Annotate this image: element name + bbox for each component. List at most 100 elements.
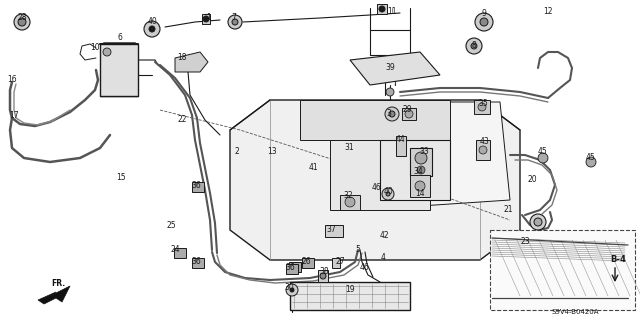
Bar: [410, 148, 432, 176]
Text: 30: 30: [284, 284, 294, 293]
Text: 9: 9: [481, 10, 486, 19]
Text: 7: 7: [232, 13, 236, 23]
Bar: [396, 136, 406, 156]
Bar: [325, 225, 343, 237]
Text: 45: 45: [586, 153, 596, 162]
Circle shape: [405, 110, 413, 118]
Bar: [318, 270, 328, 282]
Bar: [192, 258, 204, 268]
Text: 29: 29: [402, 106, 412, 115]
Text: 37: 37: [326, 226, 336, 234]
Text: 24: 24: [170, 246, 180, 255]
Text: 26: 26: [301, 257, 311, 266]
Text: 36: 36: [191, 181, 201, 189]
Polygon shape: [350, 52, 440, 85]
Text: 22: 22: [177, 115, 187, 124]
Text: 31: 31: [344, 144, 354, 152]
Circle shape: [345, 197, 355, 207]
Text: 11: 11: [387, 8, 397, 17]
Text: 10: 10: [90, 43, 100, 53]
Circle shape: [385, 107, 399, 121]
Polygon shape: [300, 100, 450, 140]
Bar: [377, 4, 387, 14]
Circle shape: [480, 18, 488, 26]
Text: 46: 46: [360, 263, 370, 272]
Text: 4: 4: [381, 254, 385, 263]
Text: 41: 41: [308, 164, 318, 173]
Bar: [402, 108, 416, 120]
Bar: [289, 262, 301, 272]
Bar: [302, 258, 314, 268]
Text: 6: 6: [118, 33, 122, 42]
Text: 14: 14: [415, 189, 425, 198]
Text: 38: 38: [319, 268, 329, 277]
Circle shape: [479, 146, 487, 154]
Text: 12: 12: [543, 6, 553, 16]
Circle shape: [320, 273, 326, 279]
Bar: [174, 248, 186, 258]
Text: 28: 28: [17, 13, 27, 23]
Text: 40: 40: [383, 188, 393, 197]
Bar: [100, 44, 138, 96]
Bar: [474, 100, 490, 114]
Text: 32: 32: [343, 190, 353, 199]
Circle shape: [228, 15, 242, 29]
Circle shape: [103, 48, 111, 56]
Circle shape: [471, 43, 477, 49]
Text: 1: 1: [207, 13, 211, 23]
Circle shape: [417, 166, 425, 174]
Bar: [490, 230, 635, 310]
Text: 43: 43: [479, 137, 489, 146]
Text: 23: 23: [520, 238, 530, 247]
Circle shape: [149, 26, 155, 32]
Text: 18: 18: [177, 54, 187, 63]
Bar: [286, 264, 298, 274]
Text: 39: 39: [385, 63, 395, 72]
Text: 5: 5: [356, 246, 360, 255]
Circle shape: [14, 14, 30, 30]
Text: 35: 35: [478, 100, 488, 108]
Text: 33: 33: [419, 147, 429, 157]
Bar: [330, 140, 430, 210]
Text: 27: 27: [335, 257, 345, 266]
Bar: [290, 282, 410, 310]
Circle shape: [379, 6, 385, 12]
Bar: [410, 175, 430, 197]
Text: 44: 44: [395, 136, 405, 145]
Circle shape: [286, 284, 298, 296]
Circle shape: [232, 19, 238, 25]
Circle shape: [538, 153, 548, 163]
Bar: [202, 14, 210, 24]
Polygon shape: [360, 102, 510, 210]
Polygon shape: [175, 52, 208, 72]
Circle shape: [382, 188, 394, 200]
Text: 3: 3: [387, 109, 392, 118]
Text: 2: 2: [235, 147, 239, 157]
Bar: [476, 140, 490, 160]
Circle shape: [478, 103, 486, 111]
Text: 45: 45: [538, 147, 548, 157]
Text: 25: 25: [166, 220, 176, 229]
Circle shape: [144, 21, 160, 37]
Circle shape: [415, 152, 427, 164]
Circle shape: [203, 16, 209, 22]
Polygon shape: [230, 100, 520, 260]
Text: 36: 36: [285, 263, 295, 272]
Circle shape: [290, 288, 294, 292]
Circle shape: [586, 157, 596, 167]
Text: 40: 40: [147, 18, 157, 26]
Text: 8: 8: [472, 41, 476, 50]
Bar: [340, 195, 360, 210]
Circle shape: [475, 13, 493, 31]
Text: 34: 34: [413, 167, 423, 176]
Text: 17: 17: [9, 112, 19, 121]
Text: 19: 19: [345, 286, 355, 294]
Text: 15: 15: [116, 174, 126, 182]
Polygon shape: [38, 286, 70, 304]
Text: 36: 36: [191, 257, 201, 266]
Text: FR.: FR.: [51, 278, 65, 287]
Text: 13: 13: [267, 147, 277, 157]
Bar: [380, 140, 450, 200]
Bar: [332, 258, 340, 268]
Bar: [192, 182, 204, 192]
